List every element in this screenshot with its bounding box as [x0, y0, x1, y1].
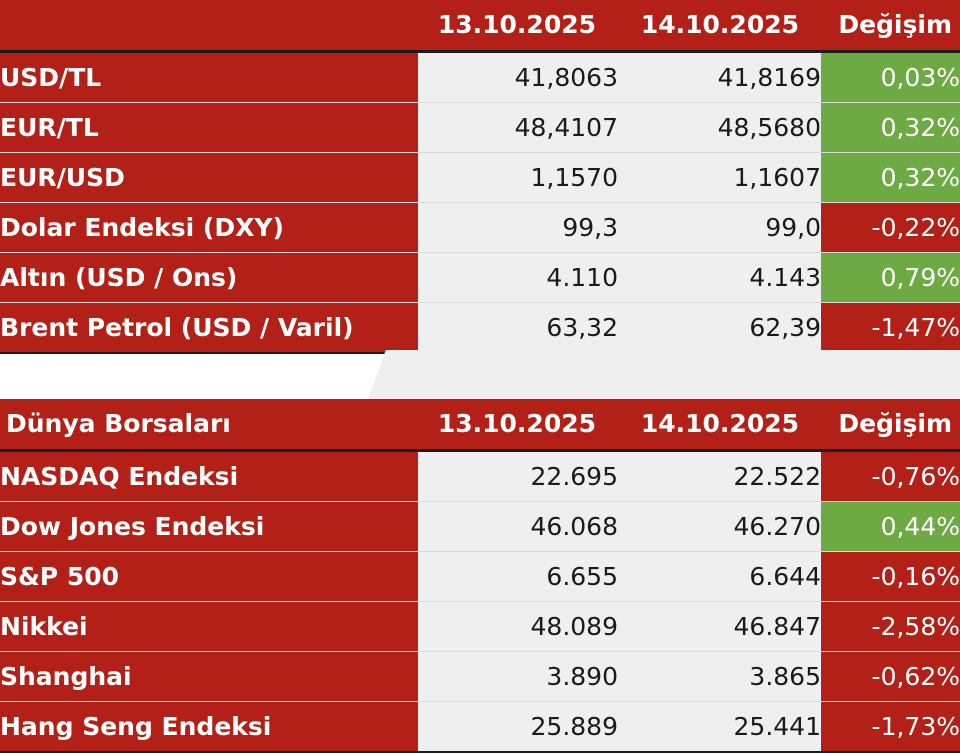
- row-value-date2: 62,39: [618, 302, 821, 354]
- row-value-date1: 25.889: [418, 701, 618, 753]
- row-value-date2: 1,1607: [618, 152, 821, 203]
- row-value-date1: 46.068: [418, 501, 618, 552]
- world-header-change: Değişim: [821, 399, 960, 452]
- row-label: EUR/USD: [0, 152, 418, 203]
- row-label: Altın (USD / Ons): [0, 252, 418, 303]
- fx-header-date2: 14.10.2025: [618, 0, 821, 53]
- row-value-date2: 4.143: [618, 252, 821, 303]
- row-change: 0,79%: [821, 252, 960, 303]
- row-change: -1,47%: [821, 302, 960, 354]
- table-row: Brent Petrol (USD / Varil) 63,32 62,39 -…: [0, 302, 960, 354]
- row-change: 0,32%: [821, 152, 960, 203]
- row-value-date1: 48,4107: [418, 102, 618, 153]
- row-label: NASDAQ Endeksi: [0, 450, 418, 502]
- table-row: Altın (USD / Ons) 4.110 4.143 0,79%: [0, 252, 960, 303]
- row-value-date1: 41,8063: [418, 51, 618, 103]
- row-change: -1,73%: [821, 701, 960, 753]
- row-value-date2: 6.644: [618, 551, 821, 602]
- world-markets-table: Dünya Borsaları 13.10.2025 14.10.2025 De…: [0, 399, 960, 753]
- table-row: Hang Seng Endeksi 25.889 25.441 -1,73%: [0, 701, 960, 753]
- fx-header-row: 13.10.2025 14.10.2025 Değişim: [0, 0, 960, 53]
- world-header-date2: 14.10.2025: [618, 399, 821, 452]
- row-change: -0,16%: [821, 551, 960, 602]
- row-value-date2: 41,8169: [618, 51, 821, 103]
- row-label: Dow Jones Endeksi: [0, 501, 418, 552]
- row-change: -0,22%: [821, 202, 960, 253]
- row-value-date2: 48,5680: [618, 102, 821, 153]
- row-change: -0,62%: [821, 651, 960, 702]
- row-change: -2,58%: [821, 601, 960, 652]
- row-label: Dolar Endeksi (DXY): [0, 202, 418, 253]
- fx-header-date1: 13.10.2025: [418, 0, 618, 53]
- row-value-date1: 1,1570: [418, 152, 618, 203]
- world-header-date1: 13.10.2025: [418, 399, 618, 452]
- row-change: 0,44%: [821, 501, 960, 552]
- table-row: Nikkei 48.089 46.847 -2,58%: [0, 601, 960, 652]
- table-row: NASDAQ Endeksi 22.695 22.522 -0,76%: [0, 450, 960, 502]
- row-value-date2: 3.865: [618, 651, 821, 702]
- row-value-date1: 4.110: [418, 252, 618, 303]
- fx-commodities-table: 13.10.2025 14.10.2025 Değişim USD/TL 41,…: [0, 0, 960, 354]
- row-value-date2: 25.441: [618, 701, 821, 753]
- table-row: Dow Jones Endeksi 46.068 46.270 0,44%: [0, 501, 960, 552]
- row-label: Hang Seng Endeksi: [0, 701, 418, 753]
- row-label: USD/TL: [0, 51, 418, 103]
- row-value-date2: 99,0: [618, 202, 821, 253]
- row-label: Shanghai: [0, 651, 418, 702]
- table-row: EUR/TL 48,4107 48,5680 0,32%: [0, 102, 960, 153]
- decorative-background-shape: [368, 350, 960, 399]
- row-label: S&P 500: [0, 551, 418, 602]
- row-value-date1: 48.089: [418, 601, 618, 652]
- fx-header-label: [0, 0, 418, 53]
- row-change: 0,32%: [821, 102, 960, 153]
- row-change: 0,03%: [821, 51, 960, 103]
- world-header-row: Dünya Borsaları 13.10.2025 14.10.2025 De…: [0, 399, 960, 452]
- row-value-date2: 22.522: [618, 450, 821, 502]
- row-change: -0,76%: [821, 450, 960, 502]
- row-value-date1: 22.695: [418, 450, 618, 502]
- row-value-date1: 99,3: [418, 202, 618, 253]
- table-row: USD/TL 41,8063 41,8169 0,03%: [0, 51, 960, 103]
- row-value-date2: 46.270: [618, 501, 821, 552]
- row-label: Nikkei: [0, 601, 418, 652]
- row-value-date2: 46.847: [618, 601, 821, 652]
- table-row: EUR/USD 1,1570 1,1607 0,32%: [0, 152, 960, 203]
- table-row: S&P 500 6.655 6.644 -0,16%: [0, 551, 960, 602]
- row-value-date1: 3.890: [418, 651, 618, 702]
- table-row: Shanghai 3.890 3.865 -0,62%: [0, 651, 960, 702]
- fx-header-change: Değişim: [821, 0, 960, 53]
- row-label: Brent Petrol (USD / Varil): [0, 302, 418, 354]
- row-value-date1: 6.655: [418, 551, 618, 602]
- row-value-date1: 63,32: [418, 302, 618, 354]
- row-label: EUR/TL: [0, 102, 418, 153]
- table-row: Dolar Endeksi (DXY) 99,3 99,0 -0,22%: [0, 202, 960, 253]
- world-header-label: Dünya Borsaları: [0, 399, 418, 452]
